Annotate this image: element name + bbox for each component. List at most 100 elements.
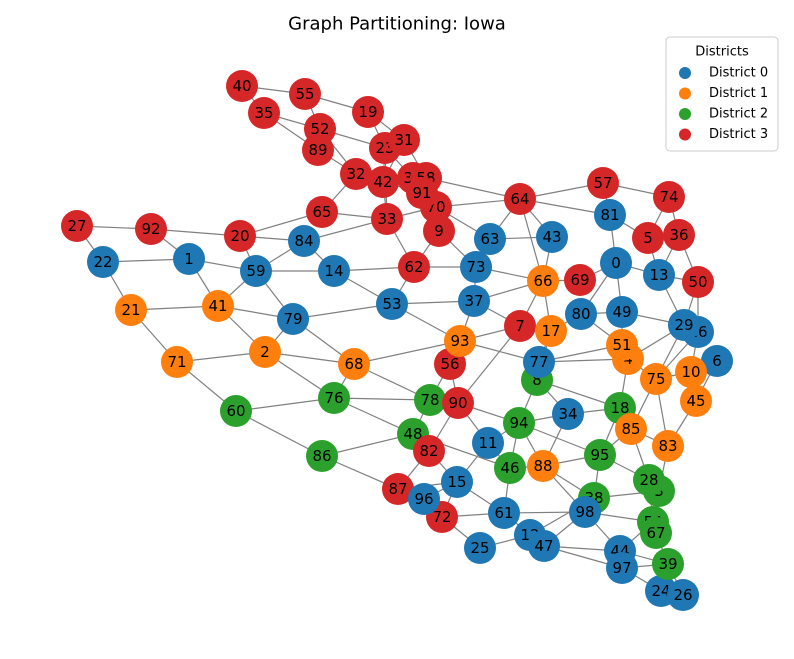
node-circle-93 xyxy=(444,325,476,357)
node-80: 80 xyxy=(565,298,597,330)
node-label-53: 53 xyxy=(382,295,401,313)
node-label-14: 14 xyxy=(324,262,343,280)
legend-marker-3 xyxy=(679,128,691,141)
node-59: 59 xyxy=(240,255,272,287)
node-label-84: 84 xyxy=(294,232,313,250)
node-label-51: 51 xyxy=(612,336,631,354)
node-65: 65 xyxy=(306,196,338,228)
node-19: 19 xyxy=(352,96,384,128)
edge-58-64 xyxy=(425,177,521,200)
legend-label-3: District 3 xyxy=(709,127,768,142)
node-label-46: 46 xyxy=(500,459,519,477)
node-label-65: 65 xyxy=(312,203,331,221)
node-label-10: 10 xyxy=(681,363,700,381)
node-label-97: 97 xyxy=(612,559,631,577)
node-circle-65 xyxy=(306,196,338,228)
node-label-26: 26 xyxy=(673,586,692,604)
node-label-79: 79 xyxy=(283,310,302,328)
node-label-73: 73 xyxy=(466,258,485,276)
node-87: 87 xyxy=(382,473,414,505)
node-circle-83 xyxy=(652,430,684,462)
node-95: 95 xyxy=(584,439,616,471)
node-circle-90 xyxy=(442,387,474,419)
node-83: 83 xyxy=(652,430,684,462)
node-67: 67 xyxy=(640,517,672,549)
node-circle-73 xyxy=(460,251,492,283)
legend-label-2: District 2 xyxy=(709,107,768,122)
node-22: 22 xyxy=(87,246,119,278)
node-17: 17 xyxy=(535,315,567,347)
node-circle-80 xyxy=(565,298,597,330)
node-circle-31 xyxy=(388,124,420,156)
node-91: 91 xyxy=(406,177,438,209)
chart-title: Graph Partitioning: Iowa xyxy=(288,14,506,35)
node-label-19: 19 xyxy=(358,103,377,121)
node-label-17: 17 xyxy=(541,322,560,340)
node-2: 2 xyxy=(249,336,281,368)
node-circle-37 xyxy=(458,285,490,317)
node-label-59: 59 xyxy=(246,262,265,280)
node-45: 45 xyxy=(680,385,712,417)
node-circle-77 xyxy=(523,346,555,378)
node-circle-74 xyxy=(653,181,685,213)
node-circle-33 xyxy=(371,203,403,235)
node-circle-75 xyxy=(640,363,672,395)
node-97: 97 xyxy=(606,552,638,584)
node-75: 75 xyxy=(640,363,672,395)
edge-79-53 xyxy=(292,303,393,320)
node-circle-61 xyxy=(488,497,520,529)
node-circle-21 xyxy=(115,294,147,326)
node-label-89: 89 xyxy=(308,141,327,159)
node-21: 21 xyxy=(115,294,147,326)
node-14: 14 xyxy=(318,255,350,287)
node-label-33: 33 xyxy=(377,210,396,228)
node-label-22: 22 xyxy=(93,253,112,271)
node-label-62: 62 xyxy=(404,258,423,276)
edge-60-76 xyxy=(235,397,335,412)
node-33: 33 xyxy=(371,203,403,235)
node-circle-94 xyxy=(503,407,535,439)
node-7: 7 xyxy=(504,310,536,342)
node-circle-6 xyxy=(701,345,733,377)
node-63: 63 xyxy=(474,223,506,255)
node-74: 74 xyxy=(653,181,685,213)
node-label-45: 45 xyxy=(686,392,705,410)
node-circle-35 xyxy=(248,97,280,129)
node-85: 85 xyxy=(615,413,647,445)
node-circle-40 xyxy=(226,70,258,102)
node-circle-84 xyxy=(288,225,320,257)
node-circle-87 xyxy=(382,473,414,505)
node-label-24: 24 xyxy=(651,582,670,600)
node-circle-17 xyxy=(535,315,567,347)
node-circle-68 xyxy=(338,348,370,380)
node-label-6: 6 xyxy=(712,352,722,370)
node-label-56: 56 xyxy=(440,355,459,373)
node-label-82: 82 xyxy=(419,442,438,460)
node-40: 40 xyxy=(226,70,258,102)
node-6: 6 xyxy=(701,345,733,377)
node-55: 55 xyxy=(289,78,321,110)
node-64: 64 xyxy=(504,183,536,215)
node-circle-45 xyxy=(680,385,712,417)
node-label-91: 91 xyxy=(412,184,431,202)
node-34: 34 xyxy=(552,398,584,430)
node-label-66: 66 xyxy=(533,272,552,290)
node-label-8: 8 xyxy=(532,371,542,389)
node-circle-63 xyxy=(474,223,506,255)
node-label-94: 94 xyxy=(509,414,528,432)
node-circle-57 xyxy=(587,167,619,199)
node-label-67: 67 xyxy=(646,524,665,542)
node-circle-59 xyxy=(240,255,272,287)
node-61: 61 xyxy=(488,497,520,529)
node-label-64: 64 xyxy=(510,190,529,208)
node-label-37: 37 xyxy=(464,292,483,310)
node-label-15: 15 xyxy=(447,473,466,491)
node-62: 62 xyxy=(398,251,430,283)
node-circle-22 xyxy=(87,246,119,278)
node-41: 41 xyxy=(202,290,234,322)
node-circle-0 xyxy=(600,247,632,279)
node-circle-69 xyxy=(564,264,596,296)
node-label-87: 87 xyxy=(388,480,407,498)
